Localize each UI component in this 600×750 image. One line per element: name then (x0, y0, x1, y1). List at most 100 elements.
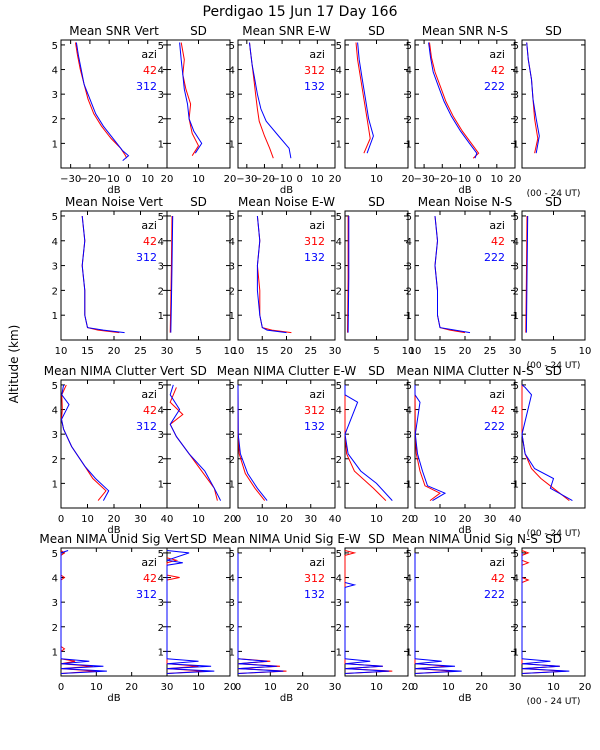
panel-frame (521, 547, 586, 677)
y-tick-label: 5 (513, 41, 519, 52)
panel-title: SD (368, 532, 385, 546)
y-tick-label: 2 (406, 115, 412, 126)
y-tick-label: 2 (513, 286, 519, 297)
x-tick-label: 10 (547, 682, 560, 693)
legend-entry: 312 (304, 404, 325, 417)
series-line-132 (344, 582, 390, 674)
legend-header: azi (141, 48, 157, 61)
panel-frame (166, 547, 231, 677)
legend-header: azi (489, 388, 505, 401)
legend-header: azi (309, 48, 325, 61)
y-tick-label: 5 (229, 549, 235, 560)
series-line-312 (75, 42, 130, 161)
panel-title: SD (545, 195, 562, 209)
y-tick-label: 3 (52, 90, 58, 101)
series-line-312 (166, 550, 215, 674)
series-line-42 (434, 215, 466, 334)
x-tick-label: 10 (141, 174, 154, 185)
legend-header: azi (489, 556, 505, 569)
y-tick-label: 1 (229, 479, 235, 490)
x-tick-label: 0 (412, 682, 418, 693)
panel-frame (521, 210, 586, 341)
y-tick-label: 2 (52, 286, 58, 297)
y-tick-label: 2 (229, 623, 235, 634)
panel-frame (521, 39, 586, 169)
x-tick-label: 10 (402, 346, 415, 357)
y-tick-label: 3 (229, 430, 235, 441)
x-tick-label: 10 (192, 174, 205, 185)
legend-entry: 312 (304, 572, 325, 585)
y-tick-label: 1 (229, 311, 235, 322)
y-tick-label: 1 (158, 139, 164, 150)
panel-title: SD (368, 195, 385, 209)
y-tick-label: 3 (229, 598, 235, 609)
y-tick-label: 4 (229, 66, 235, 77)
x-tick-label: 20 (224, 682, 237, 693)
time-range-label: (00 - 24 UT) (527, 361, 581, 371)
panel-title: SD (545, 24, 562, 38)
panel-title: SD (190, 24, 207, 38)
y-tick-label: 5 (52, 41, 58, 52)
series-line-132 (344, 384, 393, 501)
legend-entry: 42 (491, 64, 505, 77)
y-tick-label: 3 (336, 598, 342, 609)
y-tick-label: 2 (406, 286, 412, 297)
x-tick-label: −20 (79, 174, 100, 185)
panel-title: Mean NIMA Clutter Vert (44, 364, 185, 378)
x-tick-label: 10 (370, 514, 383, 525)
series-line-42 (414, 552, 456, 674)
y-tick-label: 3 (229, 262, 235, 273)
x-tick-label: 20 (579, 682, 592, 693)
legend-entry: 312 (136, 588, 157, 601)
series-line-132 (249, 42, 292, 159)
panel-title: Mean NIMA Unid Sig E-W (212, 532, 360, 546)
y-tick-label: 2 (158, 115, 164, 126)
y-tick-label: 2 (158, 286, 164, 297)
series-line-312 (344, 384, 387, 501)
legend-header: azi (309, 219, 325, 232)
y-tick-label: 5 (229, 41, 235, 52)
y-tick-label: 5 (229, 381, 235, 392)
y-tick-label: 3 (406, 430, 412, 441)
y-tick-label: 1 (158, 479, 164, 490)
legend-entry: 312 (136, 420, 157, 433)
y-tick-label: 5 (158, 41, 164, 52)
y-axis-label: Altitude (km) (7, 325, 21, 404)
y-tick-label: 2 (336, 286, 342, 297)
x-tick-label: 10 (264, 682, 277, 693)
x-tick-label: 0 (297, 174, 303, 185)
series-line-42 (525, 215, 528, 333)
y-tick-label: 3 (513, 262, 519, 273)
x-tick-label: 30 (509, 346, 522, 357)
y-tick-label: 4 (406, 574, 412, 585)
x-tick-label: 30 (134, 514, 147, 525)
y-tick-label: 5 (336, 41, 342, 52)
legend-entry: 222 (484, 251, 505, 264)
panel-r2-c0: 1 2 3 4 5 0 10 20 30 40 Mean NIMA Clutter Vert dB az… (44, 364, 185, 536)
y-tick-label: 2 (229, 286, 235, 297)
series-line-42 (429, 42, 480, 159)
x-tick-label: 0 (125, 174, 131, 185)
legend-entry: 312 (304, 64, 325, 77)
legend-entry: 312 (304, 235, 325, 248)
series-line-312 (249, 42, 274, 159)
y-tick-label: 3 (336, 430, 342, 441)
panel-title: Mean Noise E-W (238, 195, 335, 209)
x-tick-label: 30 (329, 682, 342, 693)
x-tick-label: 0 (58, 682, 64, 693)
x-tick-label: 40 (509, 514, 522, 525)
y-tick-label: 2 (513, 455, 519, 466)
panel-title: SD (545, 532, 562, 546)
series-line-132 (347, 216, 350, 333)
panel-r0-c1: 1 2 3 4 5 10 20 SD (158, 24, 237, 185)
y-tick-label: 4 (52, 237, 58, 248)
x-tick-label: 5 (195, 346, 201, 357)
series-line-312 (60, 384, 110, 501)
y-tick-label: 5 (229, 212, 235, 223)
panel-r3-c1: 1 2 3 4 5 10 20 SD (158, 532, 237, 693)
y-tick-label: 3 (513, 598, 519, 609)
panel-r0-c5: 1 2 3 4 5 SD (00 - 24 UT) (513, 24, 586, 199)
